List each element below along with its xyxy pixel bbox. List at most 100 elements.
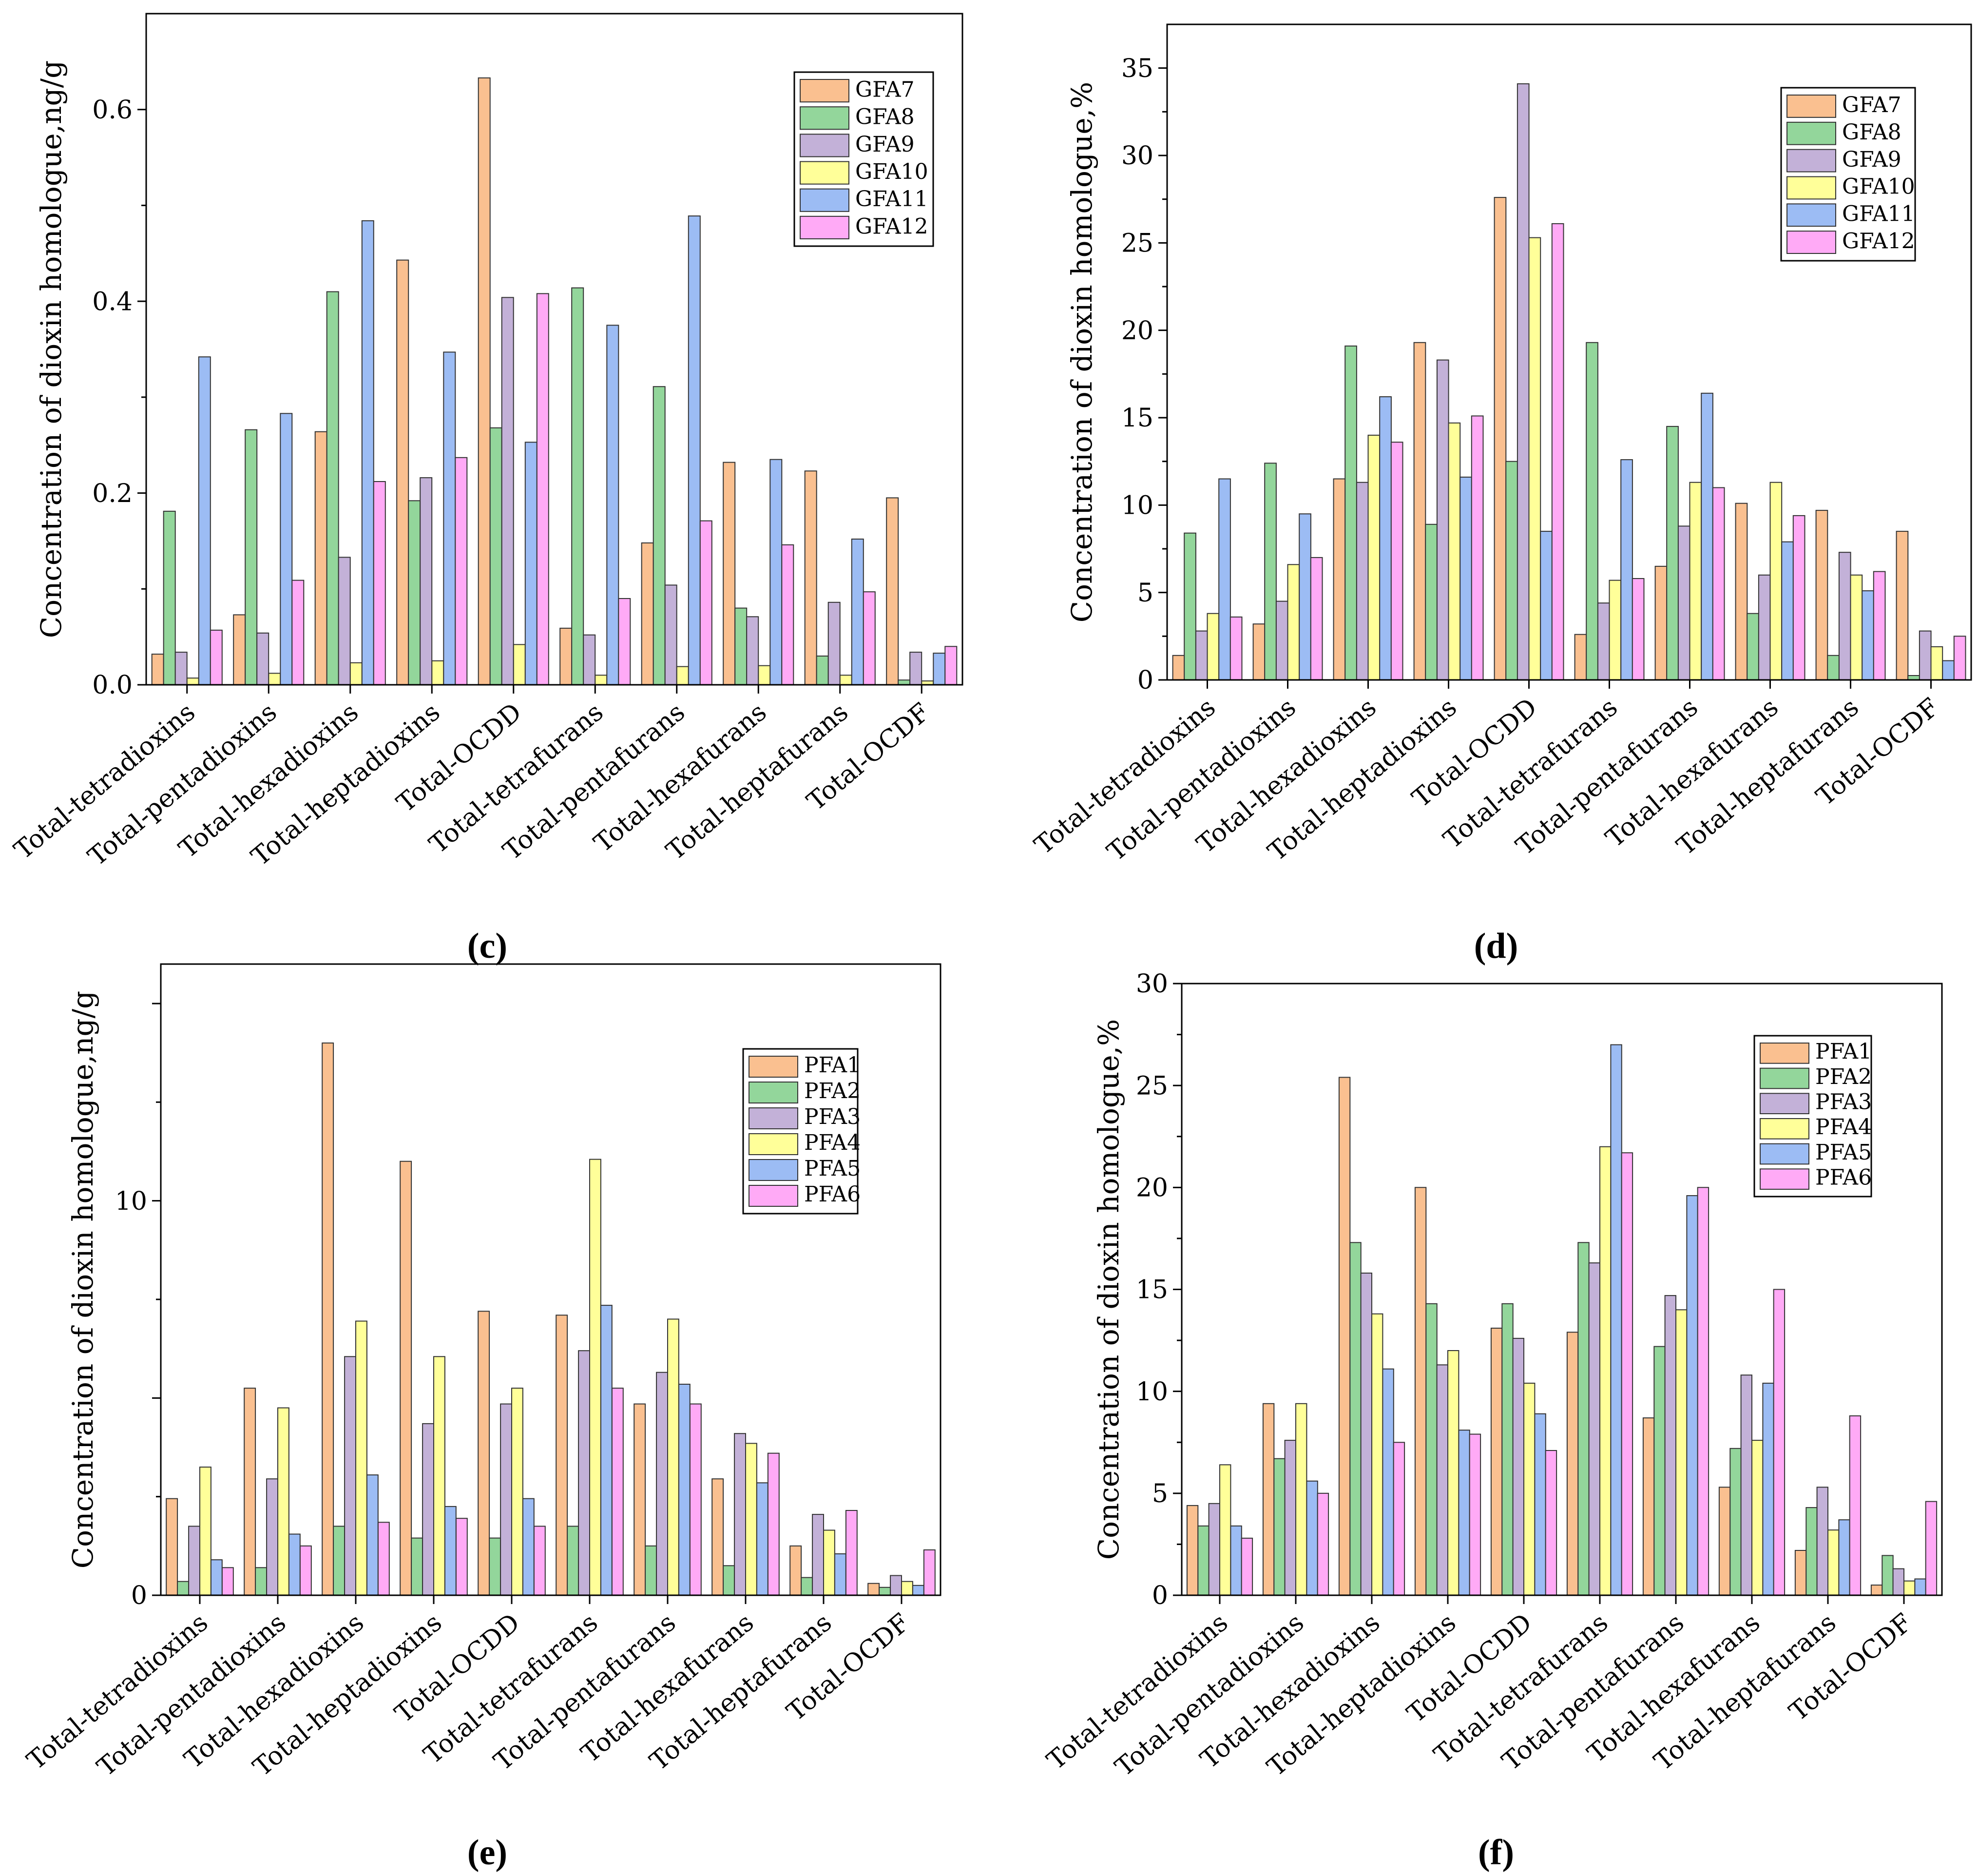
- bar-PFA1-Total-hexadioxins: [1338, 1077, 1351, 1596]
- bar-PFA2-Total-OCDD: [1501, 1303, 1514, 1596]
- legend-label: PFA6: [804, 1182, 861, 1207]
- legend-label: GFA12: [855, 214, 928, 239]
- bar-GFA10-Total-hexadioxins: [1367, 434, 1381, 681]
- chart-panel-c: 0.0 0.2 0.4 0.6 Concentration of dioxin homo…: [9, 13, 963, 872]
- bar-PFA3-Total-OCDF: [1892, 1568, 1905, 1596]
- bar-GFA12-Total-pentadioxins: [1310, 557, 1323, 681]
- bar-PFA6-Total-pentadioxins: [1317, 1492, 1329, 1596]
- bar-PFA2-Total-pentadioxins: [1273, 1458, 1286, 1596]
- bar-PFA1-Total-hexafurans: [1718, 1487, 1731, 1596]
- bar-PFA5-Total-pentafurans: [678, 1384, 691, 1596]
- bar-PFA5-Total-tetradioxins: [210, 1559, 223, 1596]
- bar-GFA8-Total-OCDD: [489, 427, 502, 685]
- bar-PFA4-Total-tetradioxins: [1219, 1464, 1231, 1596]
- legend-label: PFA3: [1815, 1090, 1872, 1115]
- bar-GFA7-Total-pentadioxins: [1252, 623, 1266, 680]
- bar-PFA2-Total-tetradioxins: [1197, 1525, 1210, 1596]
- bar-GFA10-Total-OCDD: [513, 644, 526, 686]
- bar-PFA3-Total-OCDD: [500, 1403, 512, 1596]
- y-tick-label: 15: [1136, 1276, 1168, 1305]
- legend-label: PFA4: [804, 1130, 861, 1155]
- bar-PFA3-Total-hexafurans: [1740, 1374, 1753, 1596]
- bar-PFA6-Total-hexadioxins: [377, 1522, 390, 1596]
- bar-PFA5-Total-hexadioxins: [1382, 1368, 1394, 1596]
- bar-GFA7-Total-OCDD: [478, 77, 491, 685]
- bar-PFA6-Total-heptafurans: [1849, 1415, 1862, 1596]
- bar-GFA11-Total-pentafurans: [688, 215, 701, 686]
- bar-GFA7-Total-pentafurans: [1654, 565, 1668, 681]
- bar-GFA11-Total-OCDF: [1942, 660, 1955, 680]
- bar-GFA9-Total-hexadioxins: [338, 557, 351, 686]
- bar-GFA8-Total-pentafurans: [653, 386, 666, 685]
- y-tick-label: 10: [115, 1187, 147, 1216]
- bar-GFA7-Total-heptafurans: [1815, 510, 1828, 680]
- bar-GFA12-Total-OCDD: [536, 293, 549, 685]
- bar-PFA6-Total-hexadioxins: [1393, 1442, 1405, 1596]
- bar-GFA12-Total-heptafurans: [863, 591, 876, 685]
- bar-PFA5-Total-heptafurans: [834, 1553, 846, 1596]
- bar-GFA12-Total-tetradioxins: [210, 629, 223, 686]
- bar-GFA8-Total-hexafurans: [1747, 613, 1759, 680]
- legend-swatch: [749, 1082, 798, 1103]
- bar-PFA2-Total-hexadioxins: [333, 1526, 345, 1596]
- bar-GFA11-Total-heptafurans: [1862, 590, 1874, 680]
- panel-label: (e): [467, 1833, 507, 1873]
- bar-PFA5-Total-tetrafurans: [600, 1305, 613, 1596]
- bar-GFA8-Total-tetradioxins: [163, 510, 176, 686]
- legend-swatch: [800, 106, 849, 130]
- y-axis: 0.0 0.2 0.4 0.6: [92, 96, 146, 700]
- bar-PFA1-Total-heptafurans: [1794, 1550, 1807, 1596]
- bar-PFA2-Total-pentafurans: [645, 1545, 657, 1596]
- bar-GFA9-Total-heptafurans: [1838, 552, 1851, 680]
- bar-GFA8-Total-tetrafurans: [1586, 342, 1598, 680]
- bar-GFA11-Total-tetradioxins: [198, 356, 211, 685]
- legend-swatch: [1786, 176, 1836, 200]
- bar-GFA7-Total-hexafurans: [723, 462, 736, 685]
- legend-label: GFA8: [855, 105, 915, 130]
- y-axis-title: Concentration of dioxin homologue,%: [1092, 1019, 1125, 1560]
- bar-GFA7-Total-hexadioxins: [1333, 478, 1346, 680]
- x-axis: Total-tetradioxinsTotal-pentadioxinsTota…: [1029, 680, 1945, 867]
- bar-PFA4-Total-heptafurans: [823, 1529, 835, 1596]
- bar-GFA11-Total-hexadioxins: [1379, 396, 1392, 680]
- bar-GFA7-Total-hexadioxins: [314, 431, 327, 685]
- bar-GFA7-Total-tetradioxins: [151, 654, 164, 685]
- bar-GFA12-Total-pentadioxins: [291, 580, 305, 685]
- bar-PFA5-Total-pentadioxins: [1306, 1480, 1318, 1596]
- y-tick-label: 30: [1121, 141, 1153, 171]
- bar-GFA12-Total-hexafurans: [781, 544, 794, 686]
- bar-PFA6-Total-OCDD: [533, 1526, 546, 1596]
- bar-GFA7-Total-heptafurans: [804, 470, 817, 685]
- bar-PFA6-Total-OCDF: [1925, 1501, 1938, 1596]
- bar-PFA1-Total-tetrafurans: [556, 1315, 568, 1596]
- y-tick-label: 20: [1121, 316, 1153, 346]
- bar-GFA7-Total-OCDF: [886, 497, 899, 686]
- bar-GFA8-Total-heptafurans: [816, 656, 829, 685]
- bar-PFA6-Total-hexafurans: [1773, 1289, 1786, 1596]
- legend-label: GFA8: [1842, 120, 1901, 145]
- bar-PFA4-Total-OCDF: [901, 1581, 913, 1596]
- bar-PFA4-Total-heptadioxins: [1447, 1350, 1459, 1596]
- bar-GFA9-Total-pentafurans: [664, 584, 677, 686]
- bar-GFA11-Total-hexafurans: [1781, 541, 1794, 680]
- bar-PFA4-Total-heptafurans: [1827, 1529, 1840, 1596]
- y-tick-label: 0.4: [92, 287, 133, 316]
- bar-PFA4-Total-hexafurans: [1751, 1440, 1764, 1596]
- legend-swatch: [749, 1107, 798, 1129]
- bar-GFA9-Total-tetrafurans: [1597, 602, 1610, 680]
- legend-label: PFA5: [804, 1156, 861, 1181]
- bar-GFA12-Total-OCDF: [944, 646, 958, 686]
- bar-GFA10-Total-heptadioxins: [431, 660, 444, 686]
- bar-GFA9-Total-OCDD: [501, 297, 514, 685]
- legend-swatch: [1760, 1093, 1809, 1114]
- y-axis-title: Concentration of dioxin homologue,%: [1065, 82, 1098, 622]
- legend-label: PFA2: [804, 1079, 861, 1103]
- bar-GFA8-Total-heptadioxins: [1425, 523, 1438, 681]
- bar-PFA1-Total-pentadioxins: [1262, 1403, 1275, 1596]
- bar-GFA9-Total-hexadioxins: [1356, 482, 1369, 680]
- plot-frame: [160, 963, 941, 1596]
- bar-PFA1-Total-hexafurans: [711, 1478, 724, 1596]
- bar-PFA1-Total-tetradioxins: [166, 1498, 178, 1596]
- bar-PFA2-Total-tetradioxins: [177, 1581, 190, 1596]
